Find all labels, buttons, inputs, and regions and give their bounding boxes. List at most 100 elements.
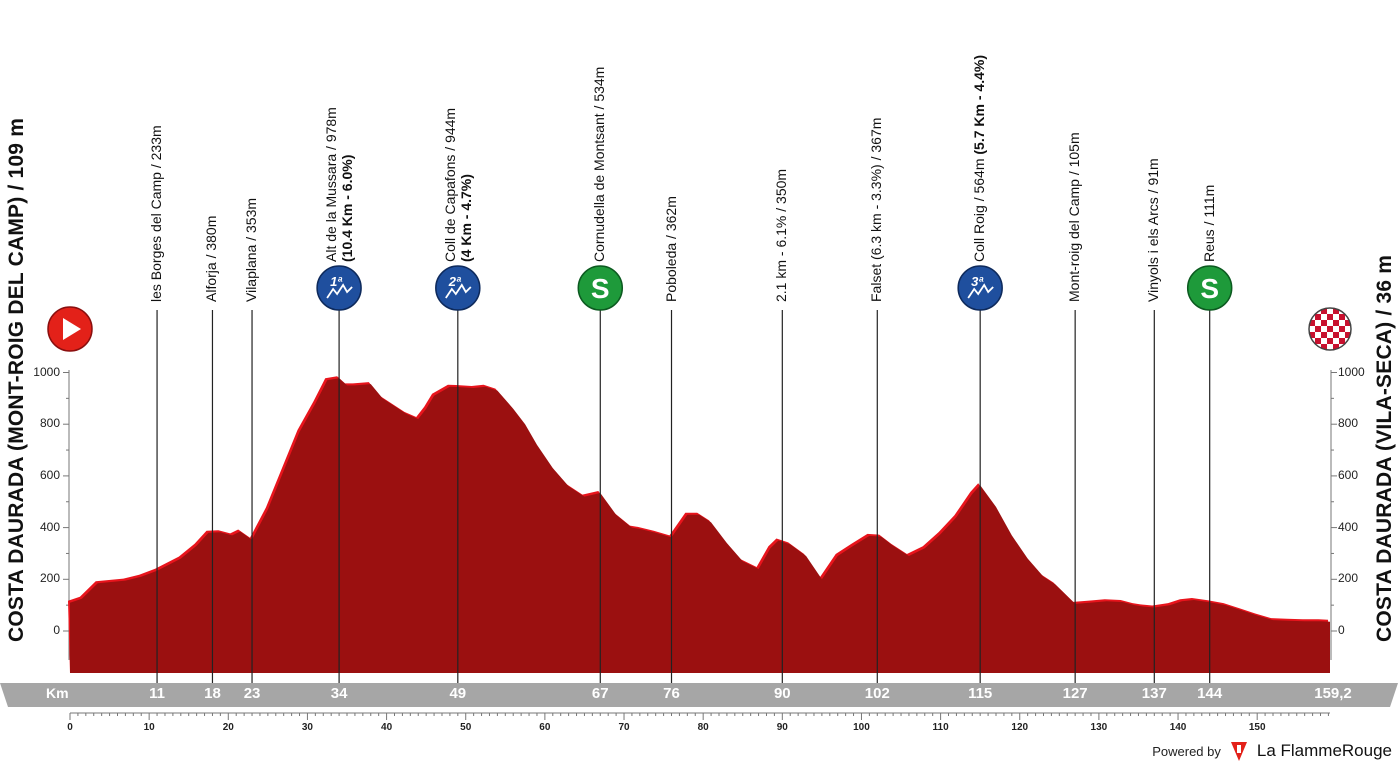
mountain-icon (967, 283, 994, 299)
waypoint-badges: 1ª 2ª S 3ª S (47, 265, 1352, 352)
total-km-label: 159,2 (1314, 685, 1352, 702)
waypoint-km-label: 144 (1197, 685, 1223, 702)
y-tick-label-right: 600 (1338, 467, 1359, 482)
waypoint-name: Vinyols i els Arcs / 91m (1145, 158, 1162, 302)
start-icon (47, 306, 93, 352)
km-axis-tick-label: 140 (1169, 722, 1187, 733)
kom-category-label: 2ª (448, 274, 462, 289)
waypoint-label: les Borges del Camp / 233m (148, 125, 164, 302)
kom-badge-icon: 2ª (435, 265, 481, 311)
waypoint-label: Poboleda / 362m (663, 196, 679, 302)
km-axis-tick-label: 90 (776, 722, 788, 733)
waypoint-km-label: 49 (449, 685, 467, 702)
km-axis-tick-label: 80 (697, 722, 709, 733)
sprint-badge-circle (577, 265, 624, 311)
km-axis-tick-label: 60 (539, 722, 551, 733)
sprint-letter: S (591, 273, 610, 304)
sprint-letter: S (1200, 273, 1219, 304)
waypoint-km-label: 76 (663, 685, 680, 702)
kom-badge-circle (316, 265, 362, 311)
brand-name: La FlammeRouge (1256, 741, 1392, 760)
mountain-icon (445, 283, 472, 299)
waypoint-name: Alt de la Mussara / 978m (323, 107, 340, 262)
kom-badge-circle (957, 265, 1003, 311)
km-axis-tick-label: 0 (67, 722, 73, 733)
profile-area (70, 378, 1330, 673)
y-tick-label-right: 1000 (1338, 364, 1365, 379)
y-tick-label-left: 800 (39, 416, 60, 431)
waypoint-km-label: 90 (773, 685, 791, 702)
waypoint-climb-detail: (5.7 Km - 4.4%) (971, 55, 988, 155)
waypoint-label: Falset (6.3 km - 3.3%) / 367m (868, 118, 884, 302)
y-tick-label-left: 600 (39, 467, 60, 482)
mountain-icon (326, 283, 353, 299)
km-axis-tick-label: 150 (1248, 722, 1266, 733)
waypoint-km-label: 67 (591, 685, 609, 702)
km-axis-tick-label: 20 (222, 722, 234, 733)
km-axis-tick-label: 10 (143, 722, 155, 733)
checkered-flag-icon (1309, 308, 1351, 350)
kom-category-label: 1ª (330, 274, 343, 289)
km-axis-tick-label: 130 (1090, 722, 1108, 733)
waypoint-km-label: 102 (864, 685, 890, 702)
waypoint-label: Coll Roig / 564m (5.7 Km - 4.4%) (971, 55, 987, 262)
km-bar (0, 683, 1398, 707)
waypoint-label: Reus / 111m (1201, 185, 1217, 262)
waypoint-label: Cornudella de Montsant / 534m (591, 67, 607, 262)
waypoint-name: Vilaplana / 353m (243, 197, 260, 302)
km-axis-tick-label: 50 (460, 722, 472, 733)
play-icon (63, 318, 81, 340)
kom-category-label: 3ª (971, 274, 984, 289)
km-axis-tick-label: 110 (932, 722, 949, 733)
waypoint-km-label: 127 (1062, 685, 1088, 702)
kom-badge-icon: 3ª (957, 265, 1003, 311)
waypoint-label: 2.1 km - 6.1% / 350m (773, 169, 789, 302)
waypoint-name: Mont-roig del Camp / 105m (1066, 132, 1083, 302)
waypoint-name: Alforja / 380m (203, 215, 220, 302)
kom-badge-circle (435, 265, 481, 311)
waypoint-km-label: 137 (1141, 685, 1167, 702)
waypoint-lines (156, 310, 1211, 683)
waypoint-km-label: 23 (243, 685, 261, 702)
y-tick-label-left: 1000 (33, 364, 60, 379)
waypoint-label: Coll de Capafons / 944m (4 Km - 4.7%) (442, 108, 474, 262)
waypoint-name: Reus / 111m (1200, 184, 1217, 262)
waypoint-name: Poboleda / 362m (662, 196, 679, 302)
waypoint-label: Alforja / 380m (203, 216, 219, 302)
km-bar-band (0, 683, 1398, 707)
km-axis-label: Km (46, 685, 69, 701)
flamme-rouge-logo-icon (1230, 742, 1247, 761)
finish-badge-ring (1308, 307, 1352, 351)
waypoint-name: 2.1 km - 6.1% / 350m (773, 168, 790, 302)
km-axis-tick-label: 100 (853, 722, 870, 733)
finish-icon (1308, 307, 1352, 351)
y-tick-label-left: 0 (53, 623, 60, 637)
waypoint-climb-detail: (4 Km - 4.7%) (457, 174, 474, 262)
sprint-badge-icon: S (577, 265, 624, 311)
waypoint-label: Vilaplana / 353m (243, 198, 259, 302)
waypoint-km-label: 34 (330, 685, 348, 702)
waypoint-name: Falset (6.3 km - 3.3%) / 367m (868, 117, 885, 302)
y-tick-label-right: 0 (1338, 623, 1345, 637)
waypoint-name: Cornudella de Montsant / 534m (591, 66, 608, 262)
km-axis (69, 712, 1330, 720)
km-axis-tick-label: 40 (381, 722, 393, 733)
powered-by-text: Powered by (1152, 743, 1221, 759)
waypoint-km-label: 18 (204, 685, 221, 702)
waypoint-label: Alt de la Mussara / 978m (10.4 Km - 6.0%) (323, 107, 355, 262)
y-tick-label-left: 200 (39, 571, 60, 586)
waypoint-label: Vinyols i els Arcs / 91m (1145, 158, 1161, 302)
waypoint-name: Coll Roig / 564m (971, 154, 988, 263)
km-axis-tick-label: 30 (301, 722, 313, 733)
y-tick-label-right: 800 (1338, 416, 1359, 431)
y-tick-label-right: 200 (1338, 571, 1359, 586)
waypoint-name: les Borges del Camp / 233m (148, 125, 165, 302)
footer: Powered by La FlammeRouge (1152, 740, 1392, 762)
waypoint-climb-detail: (10.4 Km - 6.0%) (339, 154, 356, 262)
waypoint-km-label: 11 (149, 685, 165, 702)
sprint-badge-circle (1186, 265, 1233, 311)
y-tick-label-left: 400 (39, 519, 60, 534)
waypoint-name: Coll de Capafons / 944m (441, 107, 458, 262)
start-title: COSTA DAURADA (MONT-ROIG DEL CAMP) / 109… (5, 117, 28, 642)
